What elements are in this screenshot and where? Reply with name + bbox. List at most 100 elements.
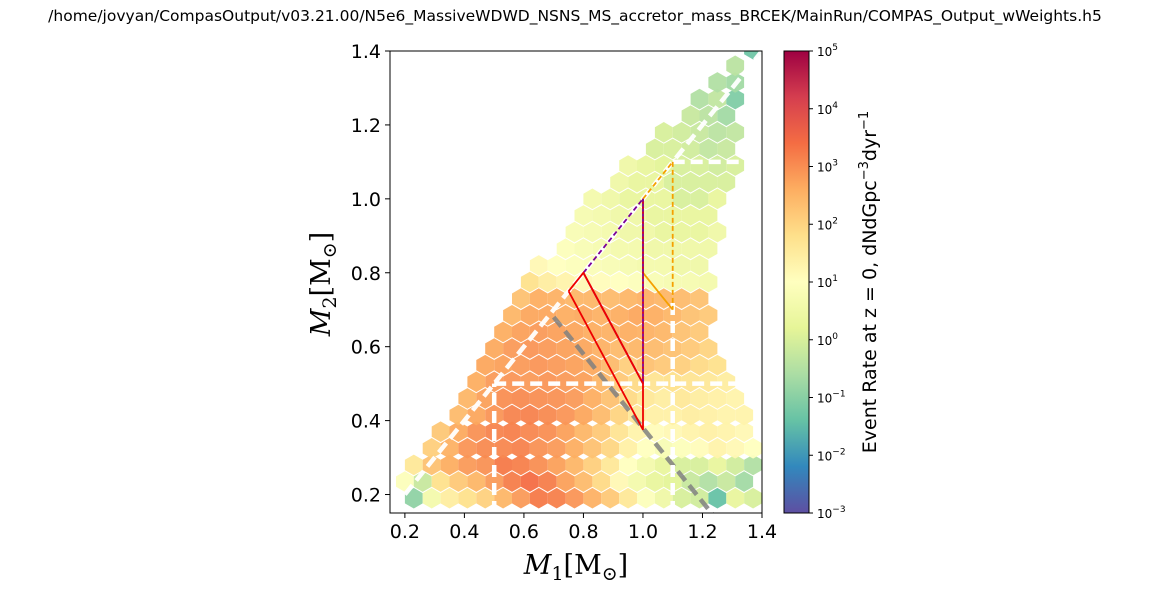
- hexbin-cell: [512, 321, 530, 343]
- y-tick-label: 1.0: [351, 189, 381, 211]
- hexbin-cell: [503, 305, 521, 326]
- hexbin-cell: [520, 305, 539, 326]
- hexbin-cell: [538, 404, 557, 426]
- hexbin-cell: [708, 155, 727, 176]
- hexbin-cell: [672, 288, 691, 309]
- hexbin-cell: [520, 404, 539, 426]
- colorbar-tick-label: 102: [817, 216, 838, 232]
- hexbin-cell: [574, 421, 593, 442]
- hexbin-cell: [583, 288, 602, 309]
- colorbar-tick-label: 105: [817, 43, 838, 59]
- hexbin-cell: [628, 238, 646, 259]
- hexbin-cell: [422, 487, 441, 509]
- hexbin-cell: [628, 271, 646, 293]
- hexbin-cell: [610, 421, 629, 442]
- hexbin-cell: [556, 338, 575, 359]
- hexbin-cell: [520, 371, 539, 393]
- hexbin-cell: [654, 255, 673, 276]
- hexbin-cell: [690, 438, 709, 459]
- hexbin-cell: [529, 487, 548, 509]
- y-tick-label: 0.6: [351, 337, 381, 359]
- hexbin-cell: [458, 487, 477, 509]
- hexbin-cell: [717, 171, 736, 193]
- hexbin-cell: [503, 404, 521, 426]
- hexbin-cell: [547, 438, 566, 459]
- hexbin-cell: [726, 122, 745, 143]
- hexbin-cell: [645, 271, 664, 293]
- hexbin-cell: [565, 255, 584, 276]
- hexbin-cell: [708, 122, 727, 143]
- hexbin-cell: [565, 438, 584, 459]
- hexbin-cell: [744, 454, 762, 476]
- hexbin-cell: [494, 454, 512, 476]
- hexbin-cell: [583, 255, 602, 276]
- hexbin-cell: [672, 438, 691, 459]
- hexbin-cell: [708, 72, 727, 93]
- y-tick-label: 0.8: [351, 263, 381, 285]
- hexbin-cell: [690, 354, 709, 376]
- x-tick-label: 0.6: [509, 521, 539, 543]
- hexbin-cell: [592, 271, 611, 293]
- hexbin-cell: [699, 305, 718, 326]
- hexbin-cell: [681, 421, 700, 442]
- hexbin-cell: [520, 271, 539, 293]
- hexbin-cell: [708, 188, 727, 210]
- hexbin-cell: [592, 205, 611, 226]
- hexbin-cell: [529, 354, 548, 376]
- hexbin-cell: [610, 338, 629, 359]
- hexbin-cell: [592, 305, 611, 326]
- y-tick-label: 0.4: [351, 411, 381, 433]
- hexbin-cell: [512, 354, 530, 376]
- hexbin-cell: [708, 354, 727, 376]
- hexbin-cell: [672, 122, 691, 143]
- x-tick-label: 0.8: [568, 521, 598, 543]
- hexbin-cell: [637, 288, 655, 309]
- hexbin-cell: [547, 255, 566, 276]
- hexbin-cell: [681, 238, 700, 259]
- hexbin-cell: [494, 487, 512, 509]
- hexbin-cell: [672, 388, 691, 409]
- hexbin-cell: [717, 371, 736, 393]
- hexbin-cell: [512, 388, 530, 409]
- hexbin-cell: [494, 321, 512, 343]
- hexbin-cell: [529, 255, 548, 276]
- hexbin-cell: [512, 487, 530, 509]
- hexbin-cell: [610, 271, 629, 293]
- hexbin-cell: [699, 371, 718, 393]
- equal-mass-line: [403, 51, 762, 496]
- hexbin-cell: [404, 487, 423, 509]
- hexbin-cell: [610, 471, 629, 492]
- hexbin-cell: [654, 487, 673, 509]
- colorbar-ticks: 10−3 10−2 10−1 100 101 102 103 104 105: [809, 43, 846, 521]
- hexbin-cell: [637, 155, 655, 176]
- hexbin-cell: [583, 438, 602, 459]
- hexbin-cell: [601, 188, 620, 210]
- hexbin-cell: [628, 338, 646, 359]
- hexbin-cell: [610, 171, 629, 193]
- hexbin-cell: [690, 321, 709, 343]
- hexbin-cell: [547, 487, 566, 509]
- hexbin-cell: [404, 454, 423, 476]
- hexbin-cell: [556, 404, 575, 426]
- hexbin-cell: [547, 321, 566, 343]
- colorbar-tick-label: 10−3: [817, 505, 846, 521]
- x-axis-title: M1[M⊙]: [523, 550, 628, 585]
- hexbin-cell: [574, 471, 593, 492]
- hexbin-cell: [503, 471, 521, 492]
- hexbin-cell: [744, 487, 762, 509]
- hexbin-cell: [717, 421, 736, 442]
- hexbin-cell: [681, 105, 700, 126]
- hexbin-cell: [547, 354, 566, 376]
- hexbin-cell: [592, 371, 611, 393]
- hexbin-cell: [645, 138, 664, 160]
- colorbar-tick-label: 101: [817, 274, 838, 290]
- hexbin-cell: [583, 388, 602, 409]
- hexbin-cell: [717, 138, 736, 160]
- hexbin-cell: [485, 471, 504, 492]
- hexbin-cell: [717, 105, 736, 126]
- colorbar-tick-label: 100: [817, 332, 838, 348]
- x-axis-ticks: 0.2 0.4 0.6 0.8 1.0 1.2 1.4: [390, 513, 777, 543]
- hexbin-cell: [494, 388, 512, 409]
- hexbin-cell: [547, 288, 566, 309]
- y-tick-label: 1.4: [351, 41, 381, 63]
